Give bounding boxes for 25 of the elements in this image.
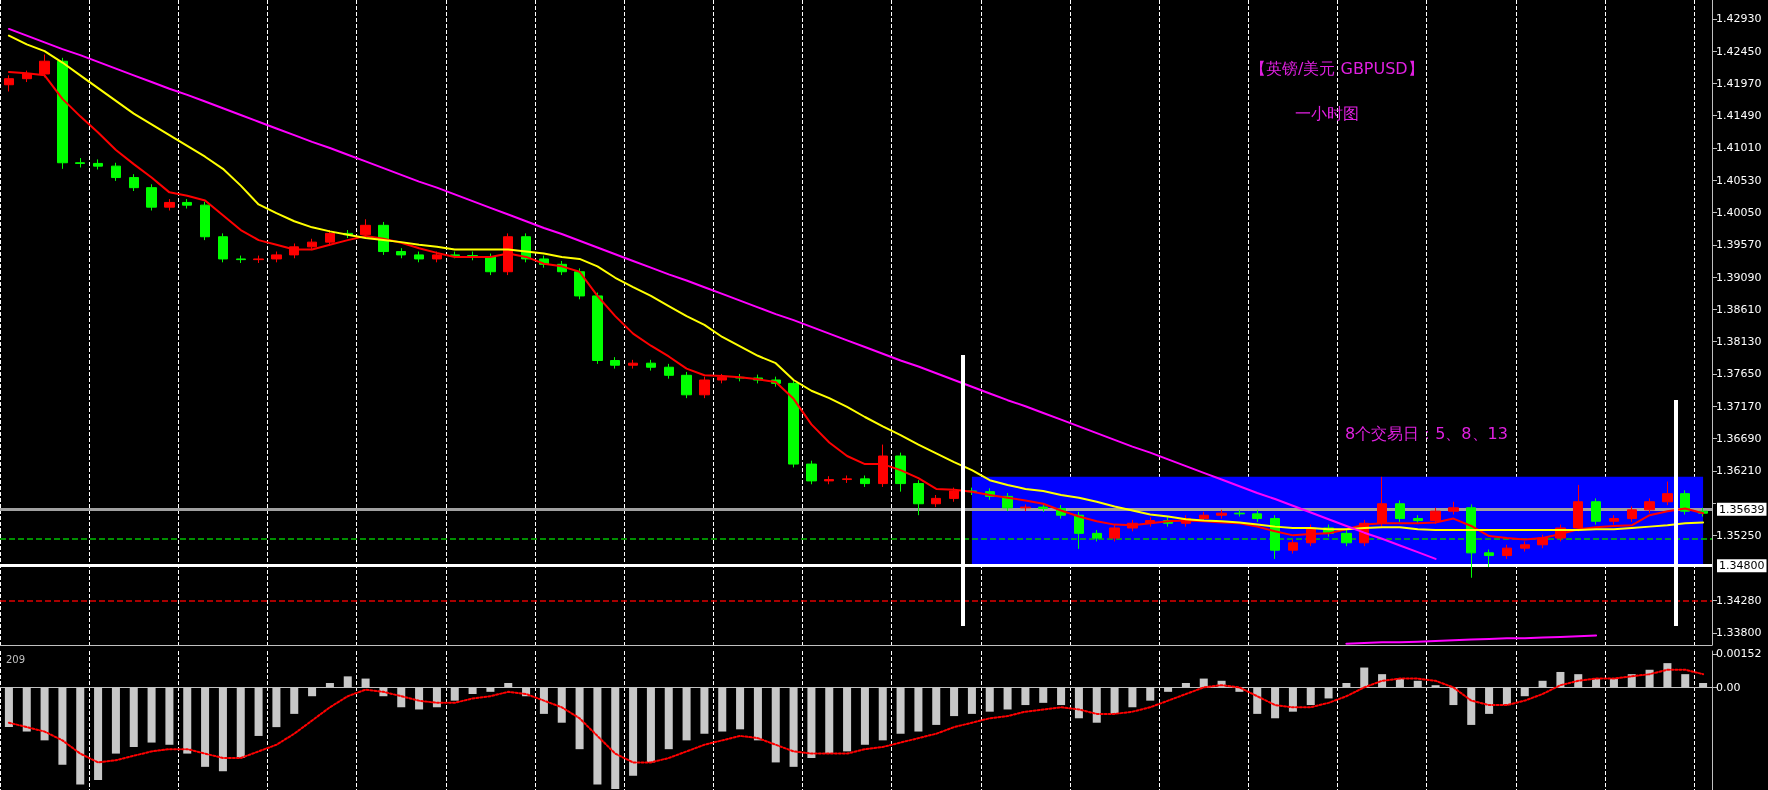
y-tick-label: 1.42930: [1716, 12, 1762, 26]
y-tick-label: 0.00152: [1716, 647, 1762, 661]
ref-line-label: 1.34800: [1719, 559, 1765, 573]
y-tick-label: 1.36210: [1716, 464, 1762, 478]
y-tick-label: 1.38610: [1716, 302, 1762, 316]
y-tick-label: 1.41010: [1716, 141, 1762, 155]
ref-line-label: 1.35639: [1719, 502, 1765, 516]
chart-title: 209: [6, 653, 26, 665]
y-tick-label: 1.39090: [1716, 270, 1762, 284]
y-tick-label: 1.41490: [1716, 109, 1762, 123]
y-tick-label: 1.33800: [1716, 626, 1762, 640]
y-tick-label: 1.37650: [1716, 367, 1762, 381]
y-tick-label: 0.00: [1716, 680, 1741, 694]
text: 一小时图: [1295, 103, 1359, 123]
y-tick-label: 1.35250: [1716, 528, 1762, 542]
y-tick-label: 1.38130: [1716, 335, 1762, 349]
text: 【英镑/美元 GBPUSD】: [1250, 58, 1424, 78]
y-tick-label: 1.40050: [1716, 206, 1762, 220]
y-tick-label: 1.37170: [1716, 399, 1762, 413]
y-tick-label: 1.39570: [1716, 238, 1762, 252]
y-tick-label: 1.41970: [1716, 76, 1762, 90]
y-tick-label: 1.42450: [1716, 44, 1762, 58]
y-tick-label: 1.36690: [1716, 432, 1762, 446]
y-tick-label: 1.34280: [1716, 594, 1762, 608]
y-tick-label: 1.40530: [1716, 173, 1762, 187]
